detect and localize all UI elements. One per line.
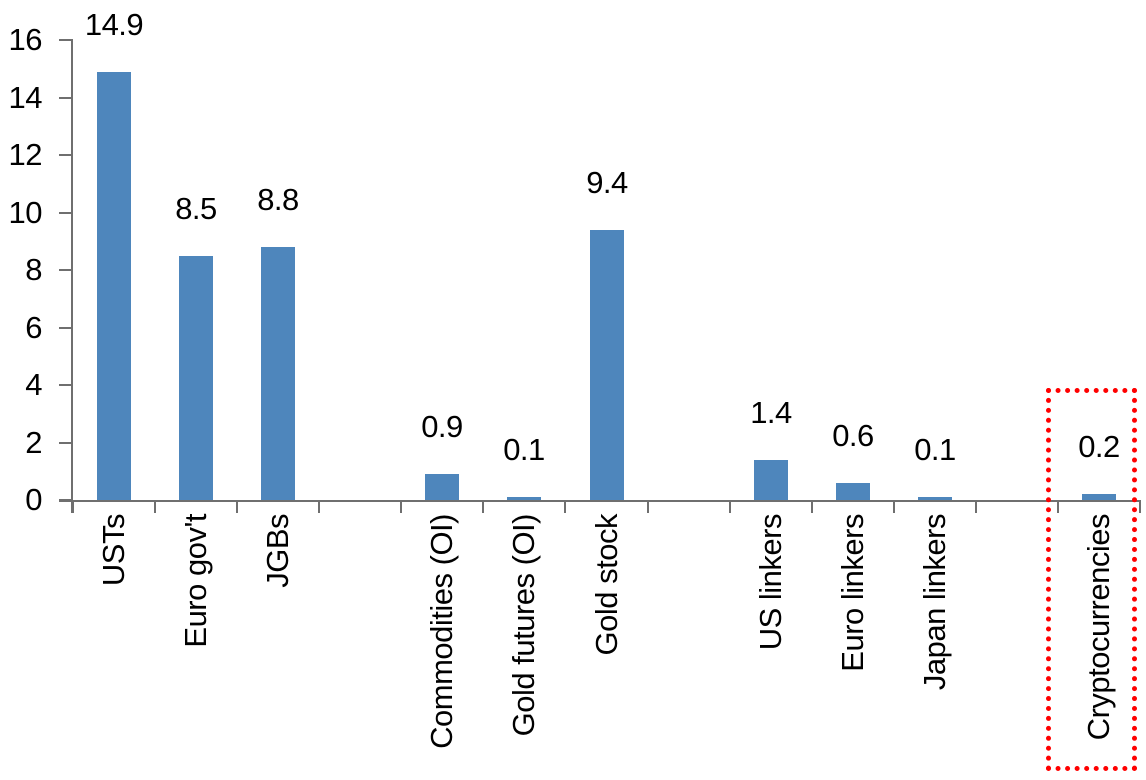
y-axis-tick [59, 442, 73, 444]
bar-cryptocurrencies [1082, 494, 1116, 500]
x-axis-tick [647, 500, 649, 513]
bar-value-label-japan-linkers: 0.1 [914, 432, 956, 467]
bar-value-label-euro-linkers: 0.6 [832, 418, 874, 453]
category-label-gold-futures-oi: Gold futures (OI) [506, 514, 541, 737]
x-axis-tick [1057, 500, 1059, 513]
bar-euro-gov-t [179, 256, 213, 500]
y-axis-label-0: 0 [25, 482, 42, 517]
category-label-euro-linkers: Euro linkers [835, 514, 870, 672]
y-axis-line [71, 40, 73, 513]
x-axis-tick [729, 500, 731, 513]
y-axis-label-12: 12 [8, 137, 43, 172]
bar-euro-linkers [836, 483, 870, 500]
bar-value-label-usts: 14.9 [84, 7, 144, 42]
bar-us-linkers [754, 460, 788, 500]
y-axis-tick [59, 97, 73, 99]
bar-value-label-gold-stock: 9.4 [586, 165, 628, 200]
bar-value-label-gold-futures-oi: 0.1 [503, 432, 545, 467]
x-axis-tick [236, 500, 238, 513]
y-axis-label-4: 4 [25, 367, 42, 402]
bar-value-label-cryptocurrencies: 0.2 [1078, 429, 1120, 464]
x-axis-tick [564, 500, 566, 513]
bar-commodities-oi [425, 474, 459, 500]
y-axis-tick [59, 154, 73, 156]
bar-gold-futures-oi [507, 497, 541, 500]
x-axis-tick [975, 500, 977, 513]
bar-usts [97, 72, 131, 500]
category-label-euro-gov-t: Euro gov't [178, 514, 213, 648]
highlight-box-cryptocurrencies [1046, 388, 1137, 771]
x-axis-tick [154, 500, 156, 513]
x-axis-tick [72, 500, 74, 513]
x-axis-tick [318, 500, 320, 513]
y-axis-tick [59, 39, 73, 41]
x-axis-tick [811, 500, 813, 513]
bar-gold-stock [590, 230, 624, 500]
category-label-us-linkers: US linkers [753, 514, 788, 651]
y-axis-label-16: 16 [8, 22, 43, 57]
bar-value-label-us-linkers: 1.4 [750, 395, 792, 430]
x-axis-tick [1139, 500, 1141, 513]
bar-value-label-commodities-oi: 0.9 [421, 409, 463, 444]
bar-jgbs [261, 247, 295, 500]
bar-value-label-euro-gov-t: 8.5 [175, 191, 217, 226]
category-label-japan-linkers: Japan linkers [917, 514, 952, 691]
x-axis-line [59, 500, 1140, 502]
y-axis-label-14: 14 [8, 80, 43, 115]
category-label-gold-stock: Gold stock [589, 514, 624, 656]
bar-japan-linkers [918, 497, 952, 500]
y-axis-tick [59, 499, 73, 501]
x-axis-tick [482, 500, 484, 513]
x-axis-tick [400, 500, 402, 513]
category-label-jgbs: JGBs [260, 514, 295, 588]
y-axis-tick [59, 384, 73, 386]
y-axis-label-2: 2 [25, 425, 42, 460]
x-axis-tick [893, 500, 895, 513]
bar-value-label-jgbs: 8.8 [257, 182, 299, 217]
y-axis-tick [59, 212, 73, 214]
y-axis-label-6: 6 [25, 310, 42, 345]
category-label-commodities-oi: Commodities (OI) [424, 514, 459, 749]
y-axis-tick [59, 269, 73, 271]
y-axis-tick [59, 327, 73, 329]
category-label-usts: USTs [96, 514, 131, 587]
y-axis-label-10: 10 [8, 195, 43, 230]
y-axis-label-8: 8 [25, 252, 42, 287]
